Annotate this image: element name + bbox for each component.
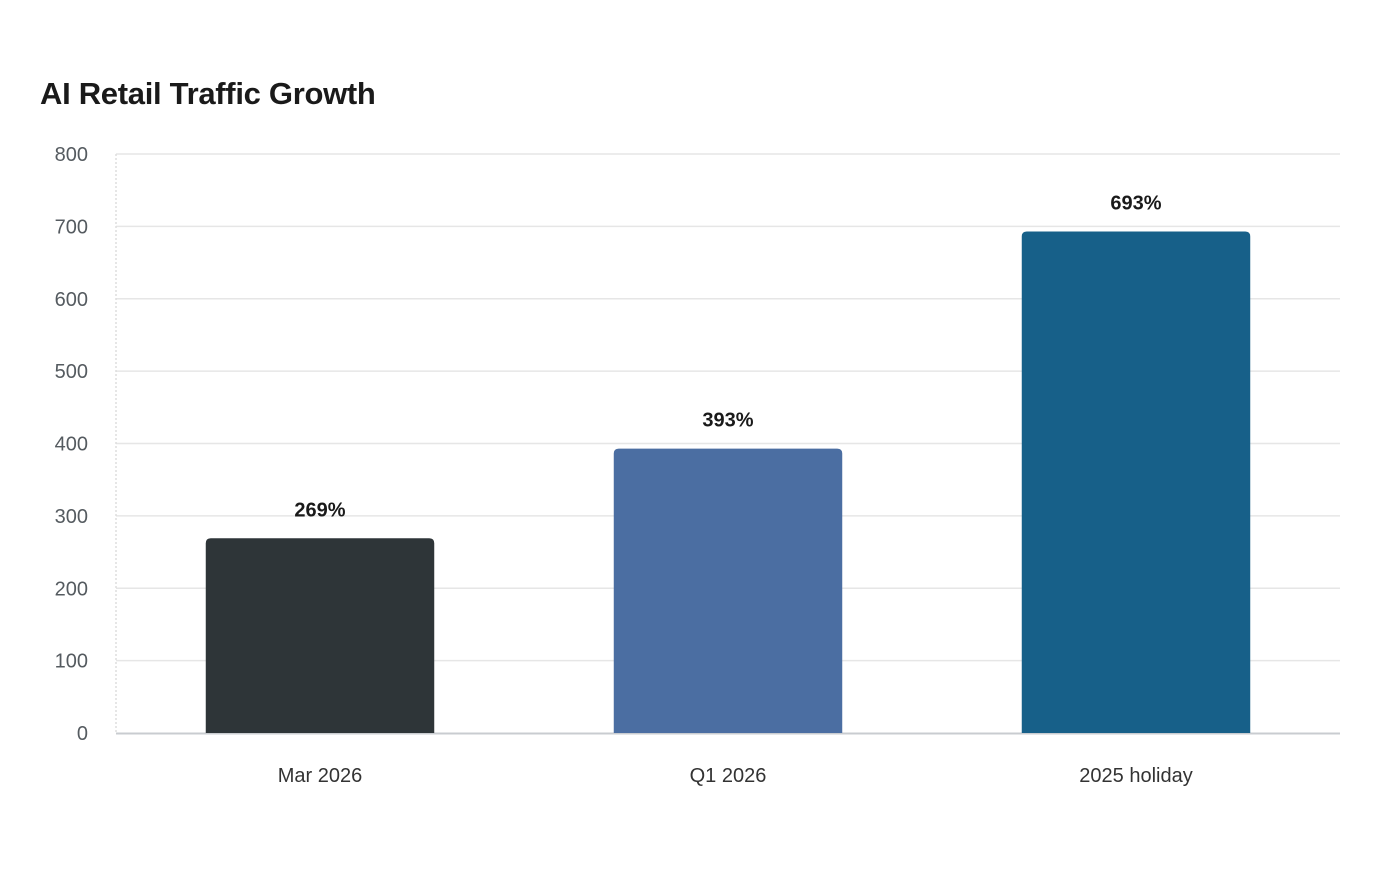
data-label: 393%	[702, 410, 753, 432]
data-label: 269%	[294, 499, 345, 521]
y-tick-label: 500	[55, 361, 88, 383]
bar-q1-2026	[613, 448, 843, 733]
x-category-label: 2025 holiday	[1079, 765, 1192, 787]
bar-mar-2026	[205, 538, 435, 733]
axes	[115, 154, 1340, 735]
y-axis-ticks: 0 100 200 300 400 500 600 700 800	[55, 144, 88, 745]
data-labels: 269% 393% 693%	[294, 192, 1161, 521]
y-tick-label: 700	[55, 216, 88, 238]
bars	[205, 231, 1251, 733]
y-tick-label: 600	[55, 289, 88, 311]
y-tick-label: 0	[77, 723, 88, 745]
bar-2025-holiday	[1021, 231, 1251, 733]
y-tick-label: 200	[55, 578, 88, 600]
chart-title: AI Retail Traffic Growth	[40, 76, 376, 111]
y-tick-label: 800	[55, 144, 88, 166]
y-tick-label: 100	[55, 651, 88, 673]
x-axis-categories: Mar 2026 Q1 2026 2025 holiday	[278, 765, 1193, 787]
y-tick-label: 400	[55, 434, 88, 456]
data-label: 693%	[1110, 192, 1161, 214]
x-category-label: Mar 2026	[278, 765, 363, 787]
x-category-label: Q1 2026	[690, 765, 767, 787]
y-tick-label: 300	[55, 506, 88, 528]
